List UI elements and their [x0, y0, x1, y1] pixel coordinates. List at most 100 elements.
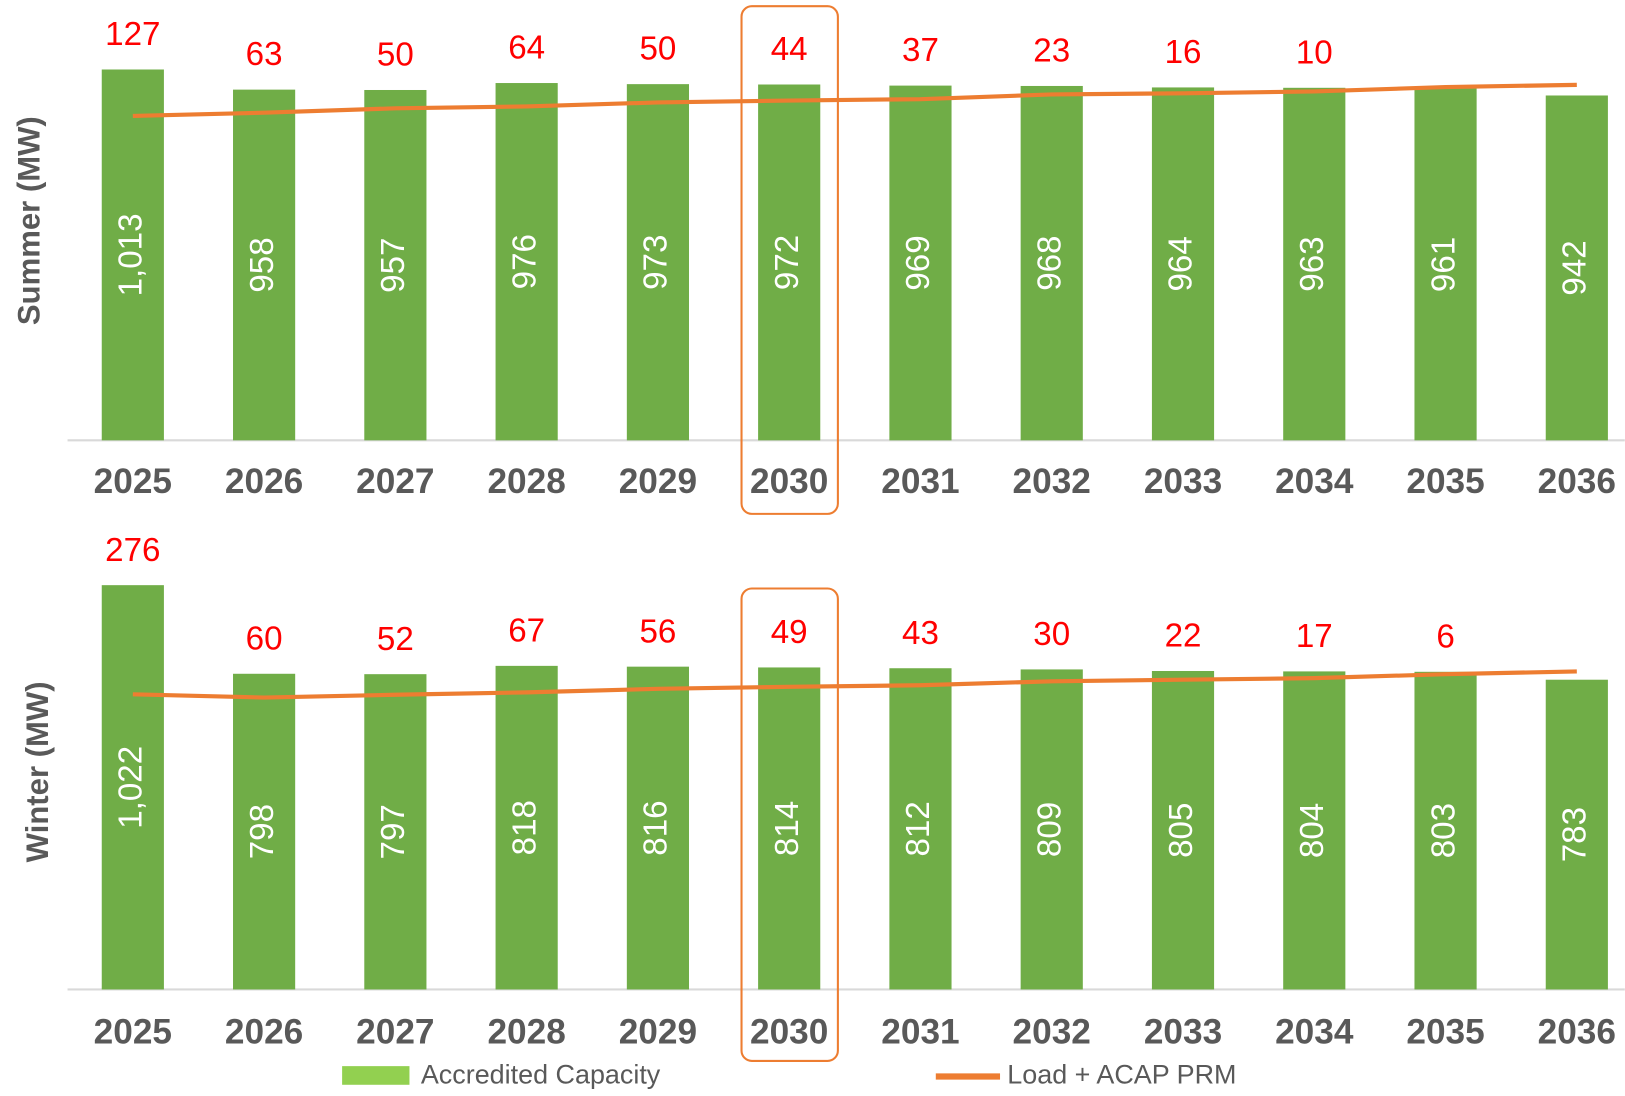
- annotation: 56: [639, 613, 676, 650]
- annotation: 16: [1165, 34, 1202, 71]
- x-tick-label: 2033: [1144, 462, 1222, 501]
- bar-value-label: 976: [506, 234, 543, 289]
- bar-value-label: 812: [900, 801, 937, 856]
- bar-value-label: 798: [244, 804, 281, 859]
- x-tick-label: 2031: [881, 462, 959, 501]
- bar: [233, 673, 296, 990]
- x-tick-label: 2028: [487, 462, 565, 501]
- x-tick-label: 2034: [1275, 1012, 1354, 1051]
- annotation: 276: [105, 532, 160, 569]
- annotation: 17: [1296, 618, 1333, 655]
- x-tick-label: 2028: [487, 1012, 565, 1051]
- annotation: 6: [1436, 618, 1454, 655]
- bar-value-label: 816: [638, 800, 675, 855]
- bar: [495, 83, 558, 441]
- x-tick-label: 2035: [1406, 462, 1484, 501]
- annotation: 43: [902, 615, 939, 652]
- annotation: 50: [639, 31, 676, 68]
- bar-value-label: 942: [1557, 240, 1594, 295]
- bar: [1020, 85, 1083, 441]
- bar: [889, 668, 952, 990]
- annotation: 127: [105, 16, 160, 53]
- bar-value-label: 968: [1031, 236, 1068, 291]
- bar: [1414, 671, 1477, 990]
- x-tick-label: 2027: [356, 1012, 434, 1051]
- bar-value-label: 803: [1425, 803, 1462, 858]
- annotation: 37: [902, 32, 939, 69]
- bar-value-label: 783: [1557, 807, 1594, 862]
- annotation: 49: [771, 614, 808, 651]
- x-tick-label: 2025: [94, 462, 172, 501]
- bar: [1151, 671, 1215, 990]
- bar: [1283, 87, 1346, 441]
- annotation: 64: [508, 30, 545, 67]
- bar-value-label: 797: [375, 804, 412, 859]
- bar-value-label: 969: [900, 235, 937, 290]
- bar-value-label: 957: [375, 238, 412, 293]
- x-tick-label: 2036: [1538, 1012, 1616, 1051]
- x-tick-label: 2033: [1144, 1012, 1222, 1051]
- bar-value-label: 814: [769, 801, 806, 856]
- x-tick-label: 2032: [1013, 1012, 1091, 1051]
- x-tick-label: 2035: [1406, 1012, 1484, 1051]
- bar: [1151, 87, 1215, 441]
- annotation: 44: [771, 31, 808, 68]
- x-tick-label: 2029: [619, 1012, 697, 1051]
- x-tick-label: 2026: [225, 1012, 303, 1051]
- annotation: 23: [1033, 33, 1070, 70]
- annotation: 30: [1033, 616, 1070, 653]
- bar-value-label: 1,013: [113, 213, 150, 296]
- bar: [626, 84, 689, 441]
- bar: [364, 89, 427, 441]
- x-tick-label: 2025: [94, 1012, 172, 1051]
- bar: [1283, 671, 1346, 990]
- bar-value-label: 963: [1294, 236, 1331, 291]
- x-tick-label: 2032: [1013, 462, 1091, 501]
- bar-value-label: 809: [1031, 802, 1068, 857]
- annotation: 10: [1296, 34, 1333, 71]
- x-tick-label: 2026: [225, 462, 303, 501]
- highlight-box: [740, 587, 839, 1062]
- x-tick-label: 2031: [881, 1012, 959, 1051]
- x-tick-label: 2029: [619, 462, 697, 501]
- bar: [364, 674, 427, 990]
- y-axis-title: Summer (MW): [11, 116, 46, 325]
- annotation: 67: [508, 612, 545, 649]
- legend-label: Load + ACAP PRM: [1007, 1060, 1236, 1090]
- bar-value-label: 804: [1294, 803, 1331, 858]
- bar-value-label: 818: [506, 800, 543, 855]
- annotation: 52: [377, 621, 414, 658]
- x-tick-label: 2030: [750, 462, 828, 501]
- line: [132, 82, 1577, 119]
- bar: [1414, 88, 1477, 441]
- bar: [1020, 669, 1083, 990]
- bar: [626, 666, 689, 990]
- legend-label: Accredited Capacity: [421, 1060, 661, 1090]
- bar: [101, 585, 164, 990]
- x-tick-label: 2036: [1538, 462, 1616, 501]
- bar: [233, 89, 296, 441]
- bar: [495, 665, 558, 990]
- highlight-box: [740, 5, 839, 515]
- bar: [758, 84, 821, 441]
- bar: [889, 85, 952, 441]
- bar-value-label: 958: [244, 237, 281, 292]
- line: [132, 669, 1577, 700]
- x-tick-label: 2034: [1275, 462, 1354, 501]
- x-tick-label: 2027: [356, 462, 434, 501]
- bar-value-label: 805: [1163, 803, 1200, 858]
- annotation: 63: [246, 36, 283, 73]
- bar-value-label: 964: [1163, 236, 1200, 291]
- bar-value-label: 973: [638, 235, 675, 290]
- bar-value-label: 1,022: [113, 746, 150, 829]
- bar-value-label: 961: [1425, 237, 1462, 292]
- y-axis-title: Winter (MW): [20, 681, 55, 862]
- legend-swatch: [342, 1066, 410, 1085]
- bar: [1545, 95, 1608, 441]
- annotation: 22: [1165, 618, 1202, 655]
- annotation: 50: [377, 37, 414, 74]
- bar-value-label: 972: [769, 235, 806, 290]
- annotation: 60: [246, 620, 283, 657]
